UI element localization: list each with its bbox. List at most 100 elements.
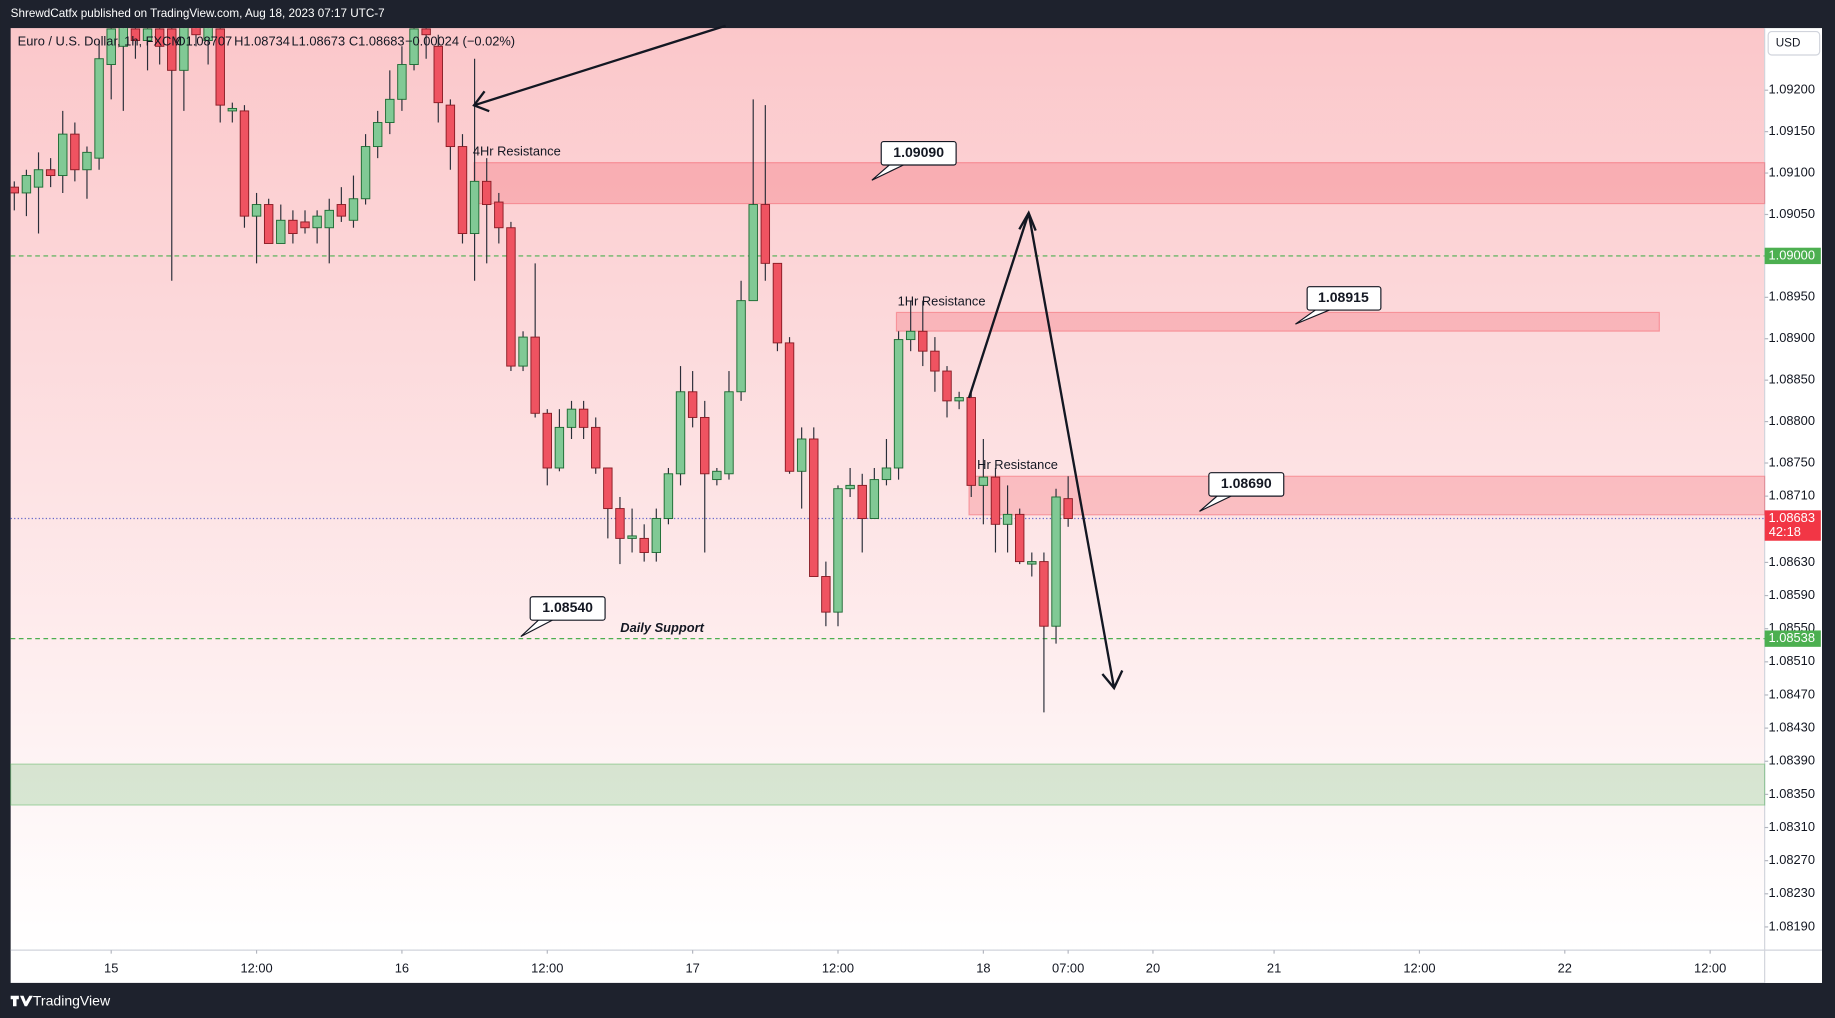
candle-body [215, 28, 225, 106]
label-daily-support: Daily Support [620, 620, 704, 635]
candle-body [724, 391, 734, 475]
plot-background [10, 28, 1765, 951]
candle-body [336, 204, 347, 217]
callout-pointer [1199, 495, 1232, 512]
callout-text: 1.09090 [893, 144, 944, 160]
x-tick-label: 12:00 [1403, 960, 1435, 975]
price-label: 1.08683 [1768, 510, 1814, 525]
candle-body [796, 438, 807, 472]
candle-body [445, 104, 456, 148]
candle-body [845, 484, 855, 490]
logo [10, 995, 33, 1007]
legend-symbol: Euro / U.S. Dollar, 1h, FXCM [18, 34, 182, 49]
x-tick-label: 12:00 [531, 960, 563, 975]
legend-open: O1.08707 [176, 34, 233, 49]
candle-body [881, 467, 892, 481]
zone-4hr-resistance [473, 162, 1766, 205]
callout-text: 1.08540 [542, 599, 593, 615]
x-tick-label: 18 [976, 960, 990, 975]
candle-body [603, 467, 613, 510]
candle-body [45, 169, 56, 177]
candle-body [409, 28, 419, 66]
y-tick-label: 1.08310 [1768, 819, 1814, 834]
candle-body [578, 408, 589, 428]
y-tick-label: 1.08230 [1768, 885, 1814, 900]
y-tick-label: 1.08750 [1768, 454, 1814, 469]
candle-body [167, 28, 177, 71]
candle-body [966, 397, 976, 486]
y-tick-label: 1.08350 [1768, 786, 1814, 801]
candle-body [203, 28, 213, 41]
y-tick-label: 1.08390 [1768, 753, 1814, 768]
candle-body [130, 28, 141, 41]
candle-body [905, 330, 916, 341]
candle-body [421, 28, 431, 36]
y-tick-label: 1.08710 [1768, 488, 1814, 503]
candle-body [1051, 496, 1061, 627]
candle-body [179, 28, 189, 71]
candle-body [372, 122, 383, 148]
candle-body [566, 408, 577, 428]
arrow [473, 24, 726, 107]
x-tick-label: 12:00 [1694, 960, 1726, 975]
candle-body [615, 508, 625, 539]
y-tick-label: 1.09100 [1768, 164, 1814, 179]
candle-body [276, 219, 286, 244]
zone-1hr-resistance [895, 311, 1660, 332]
candle-body [397, 64, 407, 100]
countdown: 42:18 [1769, 524, 1801, 539]
zones [10, 162, 1766, 806]
y-tick-label: 1.09200 [1768, 82, 1814, 97]
candle-body [82, 151, 92, 171]
zone-support [10, 763, 1766, 806]
publish-info: ShrewdCatfx published on TradingView.com… [11, 7, 385, 20]
y-tick-label: 1.08800 [1768, 413, 1814, 428]
candle-body [385, 98, 395, 123]
candle-body [251, 204, 262, 217]
candle-body [663, 473, 674, 519]
currency-box[interactable] [1767, 31, 1821, 56]
candle-body [33, 169, 44, 188]
candle-body [239, 110, 250, 217]
candle-body [772, 262, 783, 344]
y-tick-label: 1.09150 [1768, 123, 1814, 138]
candle-body [784, 342, 795, 472]
candle-body [687, 391, 698, 418]
currency[interactable]: USD [1776, 36, 1801, 49]
price-axis [1764, 28, 1822, 983]
price-lines [10, 255, 1765, 640]
candle-body [10, 186, 20, 194]
candle-body [675, 391, 686, 475]
candle-body [21, 175, 32, 194]
candle-body [760, 204, 771, 264]
callout-box [529, 596, 606, 621]
candle-body [1039, 561, 1049, 627]
callout-box [1306, 286, 1382, 311]
y-tick-label: 1.08900 [1768, 330, 1814, 345]
candle-body [518, 336, 528, 367]
candle-body [1014, 513, 1025, 563]
x-tick-label: 20 [1146, 960, 1160, 975]
candle-body [893, 339, 904, 469]
y-tick-label: 1.08190 [1768, 918, 1814, 933]
candle-body [1002, 513, 1013, 525]
candle-body [106, 28, 116, 66]
price-label: 1.08538 [1768, 630, 1814, 645]
y-tick-label: 1.08470 [1768, 686, 1814, 701]
candles [10, 28, 1073, 713]
callout-text: 1.08690 [1221, 475, 1272, 491]
candle-body [457, 146, 468, 235]
y-tick-label: 1.08590 [1768, 587, 1814, 602]
candle-body [324, 209, 334, 229]
candle-body [639, 537, 649, 553]
candle-body [348, 198, 359, 221]
candle-body [700, 416, 710, 475]
candle-body [1063, 498, 1073, 519]
candle-body [506, 227, 516, 367]
candle-body [978, 476, 989, 486]
candle-body [1027, 561, 1037, 565]
candle-body [191, 28, 201, 36]
y-tick-label: 1.08510 [1768, 653, 1814, 668]
y-tick-label: 1.08950 [1768, 289, 1814, 304]
x-tick-label: 17 [685, 960, 699, 975]
